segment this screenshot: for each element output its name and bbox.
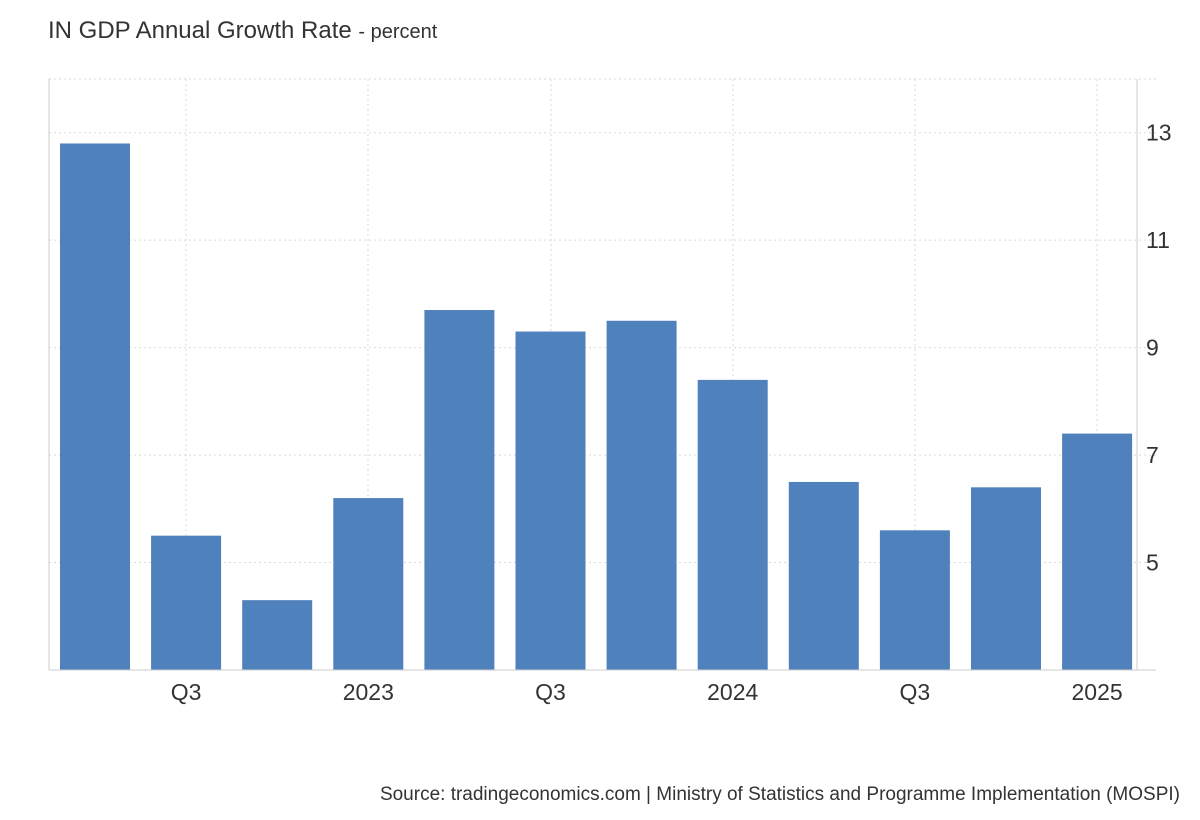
y-tick-label-5: 5 bbox=[1146, 550, 1159, 576]
bars-layer bbox=[60, 143, 1133, 671]
bar-2024-q4 bbox=[971, 487, 1041, 670]
y-tick-label-9: 9 bbox=[1146, 335, 1159, 361]
bar-2024-q2 bbox=[788, 481, 859, 670]
bar-2025-q1 bbox=[1062, 433, 1133, 670]
x-tick-label-2: Q3 bbox=[535, 679, 566, 705]
bar-2023-q4 bbox=[606, 320, 677, 670]
x-tick-label-4: Q3 bbox=[900, 679, 931, 705]
x-tick-label-3: 2024 bbox=[707, 679, 758, 705]
chart-subtitle: - percent bbox=[358, 21, 438, 43]
bar-2022-q4 bbox=[242, 600, 313, 670]
bar-2024-q3 bbox=[879, 530, 950, 670]
x-tick-label-1: 2023 bbox=[343, 679, 394, 705]
chart-title-text: IN GDP Annual Growth Rate bbox=[48, 17, 352, 44]
y-tick-label-7: 7 bbox=[1146, 442, 1159, 468]
axis-layer bbox=[48, 79, 1156, 671]
labels-layer: 5 7 9 11 13 Q3 2023 Q3 2024 Q3 2025 bbox=[171, 120, 1172, 705]
x-tick-label-5: 2025 bbox=[1072, 679, 1123, 705]
bar-2022-q2 bbox=[60, 143, 130, 671]
bar-2024-q1 bbox=[697, 379, 768, 670]
y-tick-label-13: 13 bbox=[1146, 120, 1172, 146]
source-note: Source: tradingeconomics.com | Ministry … bbox=[379, 784, 1180, 805]
bar-2022-q3 bbox=[151, 535, 222, 670]
y-tick-label-11: 11 bbox=[1146, 227, 1170, 253]
bar-2023-q2 bbox=[424, 310, 495, 670]
bar-2023-q3 bbox=[515, 331, 586, 670]
x-tick-label-0: Q3 bbox=[171, 679, 202, 705]
bar-2023-q1 bbox=[333, 498, 404, 670]
chart-title: IN GDP Annual Growth Rate - percent bbox=[48, 17, 437, 45]
